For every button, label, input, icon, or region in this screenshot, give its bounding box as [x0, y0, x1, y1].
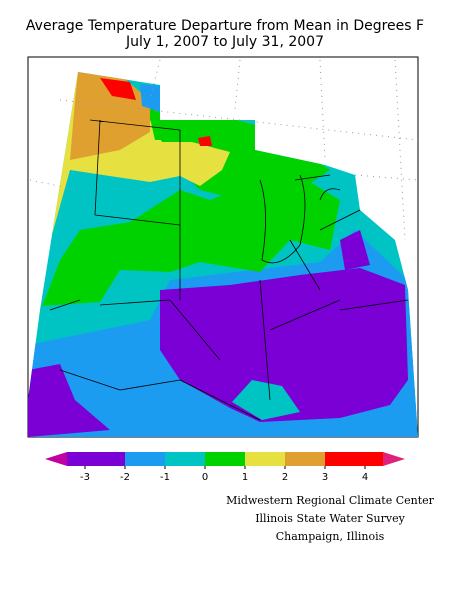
legend-above — [383, 452, 405, 466]
legend-swatch — [325, 452, 365, 466]
legend-tick-label: -2 — [120, 472, 130, 483]
map — [27, 56, 419, 438]
legend-swatch — [245, 452, 285, 466]
legend-swatch — [205, 452, 245, 466]
legend-swatch — [67, 452, 85, 466]
legend-tick-label: -3 — [80, 472, 90, 483]
legend-swatch — [365, 452, 383, 466]
credit-line: Illinois State Water Survey — [255, 512, 405, 525]
legend: -3 -2 -1 0 1 2 3 4 — [45, 452, 405, 483]
legend-tick-label: 1 — [242, 472, 248, 483]
legend-tick-label: 4 — [362, 472, 368, 483]
legend-swatch — [125, 452, 165, 466]
legend-tick-label: 3 — [322, 472, 328, 483]
legend-tick-label: 2 — [282, 472, 288, 483]
credits: Midwestern Regional Climate Center Illino… — [226, 494, 435, 543]
legend-tick-label: -1 — [160, 472, 170, 483]
legend-tick-label: 0 — [202, 472, 208, 483]
title: Average Temperature Departure from Mean … — [26, 18, 424, 34]
legend-swatch — [85, 452, 125, 466]
legend-swatch — [165, 452, 205, 466]
subtitle: July 1, 2007 to July 31, 2007 — [125, 34, 324, 50]
legend-swatch — [285, 452, 325, 466]
credit-line: Midwestern Regional Climate Center — [226, 494, 435, 507]
credit-line: Champaign, Illinois — [276, 530, 385, 543]
legend-below — [45, 452, 67, 466]
